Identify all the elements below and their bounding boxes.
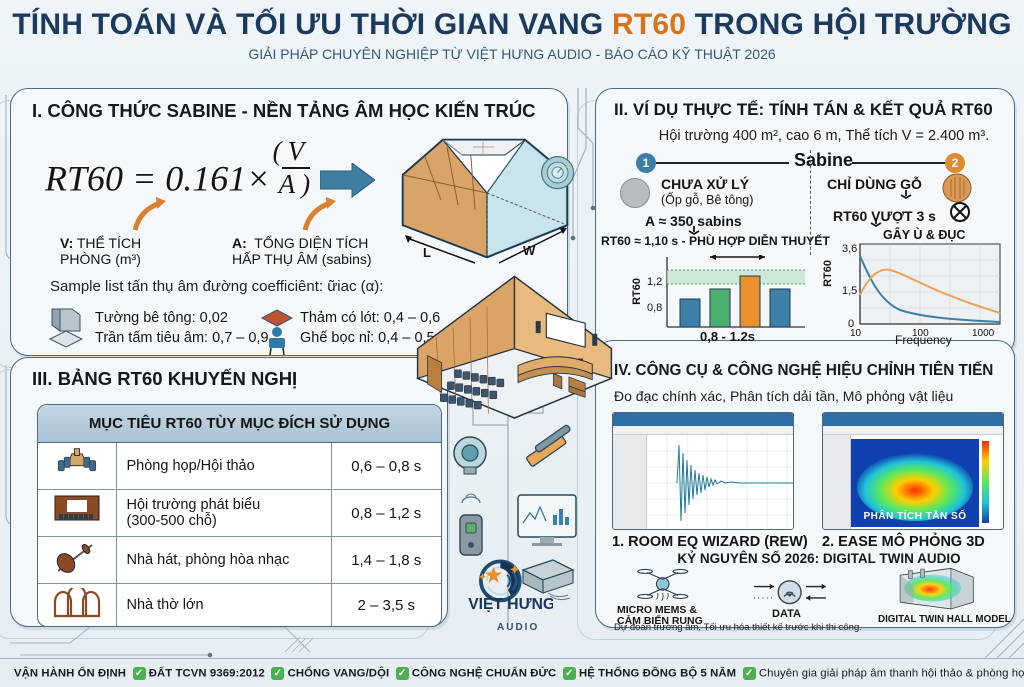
svg-text:L: L <box>423 245 431 260</box>
svg-text:VIỆT HƯNG: VIỆT HƯNG <box>468 594 553 613</box>
svg-text:10: 10 <box>850 328 862 339</box>
svg-text:0,8: 0,8 <box>647 302 662 314</box>
svg-text:1,2: 1,2 <box>647 276 662 288</box>
svg-text:0,8 - 1.2s: 0,8 - 1.2s <box>700 329 755 343</box>
svg-text:W: W <box>523 243 536 258</box>
svg-text:1,5: 1,5 <box>842 285 857 297</box>
svg-text:1000: 1000 <box>972 328 995 339</box>
svg-text:3,6: 3,6 <box>842 243 857 255</box>
